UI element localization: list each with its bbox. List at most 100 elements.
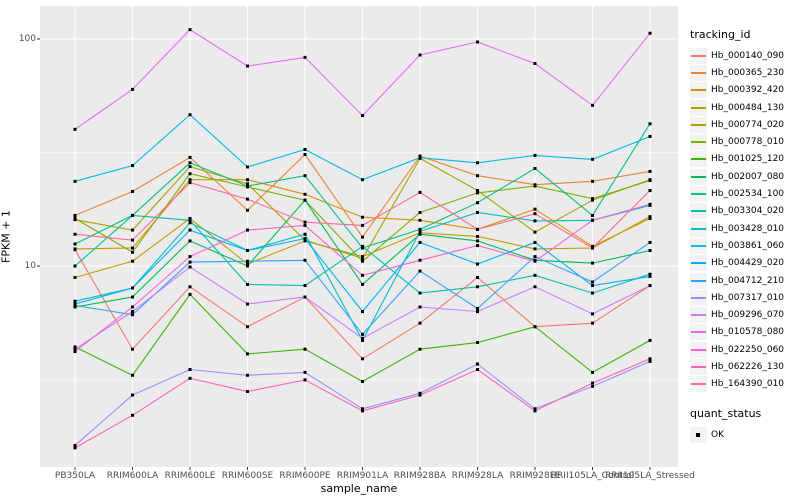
data-point: [246, 282, 249, 286]
legend-title-tracking-id: tracking_id: [690, 28, 751, 41]
data-point: [591, 321, 594, 325]
legend-color-line-icon: [691, 314, 706, 317]
data-point: [648, 240, 652, 244]
data-point: [73, 216, 77, 220]
data-point: [533, 166, 537, 170]
data-point: [476, 306, 479, 310]
data-point: [648, 134, 652, 138]
data-point: [418, 347, 422, 351]
x-tick-label: RRIM600SE: [221, 471, 274, 481]
legend-key-swatch: [690, 168, 707, 185]
y-tick-label: 100: [18, 34, 36, 44]
legend-item-Hb_164390_010: Hb_164390_010: [690, 376, 798, 393]
data-point: [131, 238, 134, 242]
legend-color-line-icon: [691, 71, 706, 74]
data-point: [361, 246, 364, 250]
legend-color-line-icon: [691, 175, 706, 178]
legend-item-Hb_000484_130: Hb_000484_130: [690, 99, 798, 116]
data-point: [246, 302, 249, 306]
legend-item-label: Hb_003304_020: [711, 206, 785, 217]
data-point: [188, 181, 192, 185]
legend-item-Hb_022250_060: Hb_022250_060: [690, 341, 798, 358]
data-point: [476, 362, 479, 366]
data-point: [73, 213, 77, 217]
data-point: [418, 211, 422, 215]
data-point: [418, 218, 422, 222]
data-point: [131, 305, 134, 309]
data-point: [591, 312, 594, 316]
x-tick-label: RRIM901LA: [336, 471, 389, 481]
legend-key-swatch: [690, 186, 707, 203]
data-point: [591, 280, 594, 284]
x-tick-label: RRIM928LE: [509, 471, 561, 481]
legend-key-swatch: [690, 99, 707, 116]
data-point: [131, 228, 134, 232]
data-point: [361, 336, 364, 340]
data-point: [303, 238, 307, 242]
data-point: [476, 275, 479, 279]
data-point: [246, 262, 249, 266]
data-point: [648, 272, 652, 276]
x-tick-label: RRII105LA_Stressed: [605, 471, 695, 481]
data-point: [131, 250, 134, 254]
legend-item-Hb_000140_090: Hb_000140_090: [690, 47, 798, 64]
data-point: [303, 284, 307, 288]
data-point: [361, 259, 364, 263]
legend-color-line-icon: [691, 54, 706, 57]
data-point: [418, 391, 422, 395]
legend-key-swatch: [690, 237, 707, 254]
data-point: [246, 264, 249, 268]
data-point: [476, 161, 479, 165]
legend-key-swatch: [690, 341, 707, 358]
data-point: [533, 247, 537, 251]
data-point: [188, 255, 192, 259]
data-point: [303, 258, 307, 262]
data-point: [591, 291, 594, 295]
data-point: [73, 350, 77, 354]
quant-status-items: OK: [690, 426, 798, 443]
data-point: [418, 156, 422, 160]
data-point: [648, 202, 652, 206]
legend-item-label: Hb_003861_060: [711, 240, 785, 251]
data-point: [361, 223, 364, 227]
legend-item-Hb_010578_080: Hb_010578_080: [690, 324, 798, 341]
legend-item-Hb_004712_210: Hb_004712_210: [690, 272, 798, 289]
data-point: [476, 174, 479, 178]
data-point: [591, 179, 594, 183]
data-point: [648, 169, 652, 173]
legend-item-label: Hb_000365_230: [711, 67, 785, 78]
legend-key-swatch: [690, 255, 707, 272]
data-point: [303, 147, 307, 151]
legend-item-label: Hb_164390_010: [711, 379, 785, 390]
data-point: [418, 154, 422, 158]
data-point: [188, 218, 192, 222]
black-square-point-icon: [696, 432, 700, 437]
data-point: [591, 261, 594, 265]
data-point: [648, 31, 652, 35]
data-point: [648, 215, 652, 219]
data-point: [476, 227, 479, 231]
legend-key-swatch: [690, 203, 707, 220]
data-point: [73, 443, 77, 447]
data-point: [476, 310, 479, 314]
data-point: [188, 228, 192, 232]
data-point: [246, 208, 249, 212]
data-point: [591, 197, 594, 201]
legend-item-Hb_000365_230: Hb_000365_230: [690, 64, 798, 81]
data-point: [73, 242, 77, 246]
data-point: [188, 172, 192, 176]
data-point: [131, 259, 134, 263]
data-point: [476, 211, 479, 215]
legend-title-quant-status: quant_status: [690, 406, 762, 420]
data-point: [73, 303, 77, 307]
data-point: [131, 373, 134, 377]
legend-color-line-icon: [691, 244, 706, 247]
legend-item-label: Hb_062226_130: [711, 361, 785, 372]
data-point: [73, 446, 77, 450]
data-point: [418, 269, 422, 273]
data-point: [533, 409, 537, 413]
data-point: [303, 223, 307, 227]
data-point: [131, 295, 134, 299]
data-point: [591, 284, 594, 288]
legend-item-label: Hb_004429_020: [711, 258, 785, 269]
